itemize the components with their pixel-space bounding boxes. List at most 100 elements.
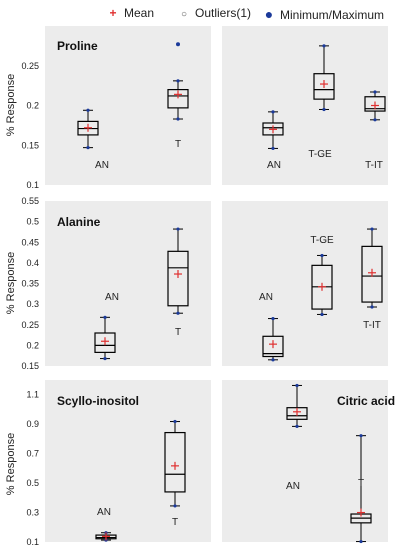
y-tick-label: 0.35 (21, 279, 39, 289)
box-T: T (350, 434, 372, 544)
panel-background (45, 201, 211, 366)
y-tick-label: 0.55 (21, 196, 39, 206)
outlier-marker-icon: ○ (180, 9, 188, 20)
group-label: T-GE (308, 149, 332, 160)
y-tick-label: 0.15 (21, 140, 39, 150)
group-label: T (175, 327, 181, 338)
box-AN: AN (95, 507, 117, 542)
box-iqr (361, 245, 383, 303)
group-label: T (175, 139, 181, 150)
box-T-IT: T-IT (364, 90, 386, 171)
min-marker (320, 312, 324, 317)
group-label: AN (267, 160, 281, 171)
max-marker (373, 90, 377, 94)
box-AN: AN (286, 383, 308, 492)
legend-minmax-label: Minimum/Maximum (280, 8, 385, 22)
y-tick-label: 0.25 (21, 320, 39, 330)
max-marker (173, 419, 177, 424)
y-tick-label: 0.3 (26, 299, 39, 309)
panel-background (222, 201, 388, 366)
min-marker (373, 118, 377, 122)
min-marker (370, 305, 374, 309)
box-iqr (164, 431, 186, 493)
y-axis-label: % Response (5, 74, 17, 136)
legend-mean: + Mean (106, 6, 154, 20)
mean-marker-icon: + (109, 6, 117, 20)
y-tick-label: 0.15 (21, 361, 39, 371)
y-tick-label: 0.5 (26, 478, 39, 488)
min-marker (359, 539, 363, 544)
panel-title: Alanine (57, 215, 101, 229)
box-iqr (167, 88, 189, 109)
max-marker (103, 315, 107, 319)
min-marker (173, 504, 177, 508)
y-tick-label: 0.4 (26, 258, 39, 268)
y-tick-label: 0.45 (21, 237, 39, 247)
outlier-marker (176, 42, 180, 47)
max-marker (271, 110, 275, 114)
min-marker (271, 358, 275, 362)
box-T-IT: T-IT (361, 227, 383, 331)
panel-title: Scyllo-inositol (57, 394, 139, 408)
box-iqr (94, 332, 116, 353)
box-T-GE: T-GE (310, 235, 334, 317)
box-iqr (364, 96, 386, 112)
min-marker (86, 146, 90, 150)
group-label: T (172, 517, 178, 528)
group-label: AN (286, 481, 300, 492)
panel-title: Proline (57, 39, 98, 53)
box-iqr (262, 122, 284, 136)
minmax-marker-icon: ● (264, 6, 274, 22)
min-marker (103, 356, 107, 361)
y-axis-label: % Response (5, 252, 17, 314)
max-marker (322, 44, 326, 48)
group-label: AN (97, 507, 111, 518)
panel-2: AN T-GE T-IT (222, 26, 388, 185)
panel-3: 0.15 0.2 0.25 0.3 0.35 0.4 0.45 0.5 0.55 % Respon… (5, 196, 211, 371)
box-iqr (286, 407, 308, 420)
y-tick-label: 0.2 (26, 101, 39, 111)
min-marker (176, 117, 180, 121)
max-marker (271, 316, 275, 321)
legend-outliers: ○ Outliers(1) (177, 6, 251, 20)
group-label: AN (95, 160, 109, 171)
legend: + Mean ○ Outliers(1) ● Minimum/Maximum (0, 6, 405, 24)
y-tick-label: 1.1 (26, 390, 39, 400)
max-marker (176, 79, 180, 83)
max-marker (176, 227, 180, 231)
panel-1: 0.1 0.15 0.2 0.25 % Response Proline AN T (5, 26, 211, 190)
group-label: T-IT (365, 160, 383, 171)
box-iqr (313, 73, 335, 100)
y-axis-label: % Response (5, 433, 17, 495)
max-marker (295, 383, 299, 388)
y-tick-label: 0.25 (21, 61, 39, 71)
panel-background (45, 380, 211, 542)
box-AN: AN (77, 108, 109, 171)
legend-outliers-label: Outliers(1) (195, 6, 252, 20)
box-iqr (167, 250, 189, 307)
group-label: T-IT (363, 320, 381, 331)
panel-4: AN T-GE T-IT (222, 201, 388, 366)
panel-background (222, 380, 388, 542)
y-tick-label: 0.9 (26, 419, 39, 429)
legend-mean-label: Mean (124, 6, 155, 20)
y-tick-label: 0.2 (26, 340, 39, 350)
box-AN: AN (262, 110, 284, 171)
box-AN: AN (259, 292, 284, 362)
min-marker (295, 424, 299, 428)
max-marker (320, 253, 324, 258)
min-marker (271, 146, 275, 151)
panel-title: Citric acid (337, 394, 395, 408)
min-marker (176, 311, 180, 315)
y-tick-label: 0.3 (26, 508, 39, 518)
y-tick-label: 0.1 (26, 537, 39, 547)
y-tick-label: 0.7 (26, 449, 39, 459)
legend-minmax: ● Minimum/Maximum (262, 6, 384, 22)
panel-background (222, 26, 388, 185)
y-tick-label: 0.5 (26, 217, 39, 227)
panel-6: Citric acid AN T (222, 380, 395, 544)
y-tick-label: 0.1 (26, 180, 39, 190)
group-label: T (358, 478, 364, 489)
min-marker (322, 107, 326, 112)
